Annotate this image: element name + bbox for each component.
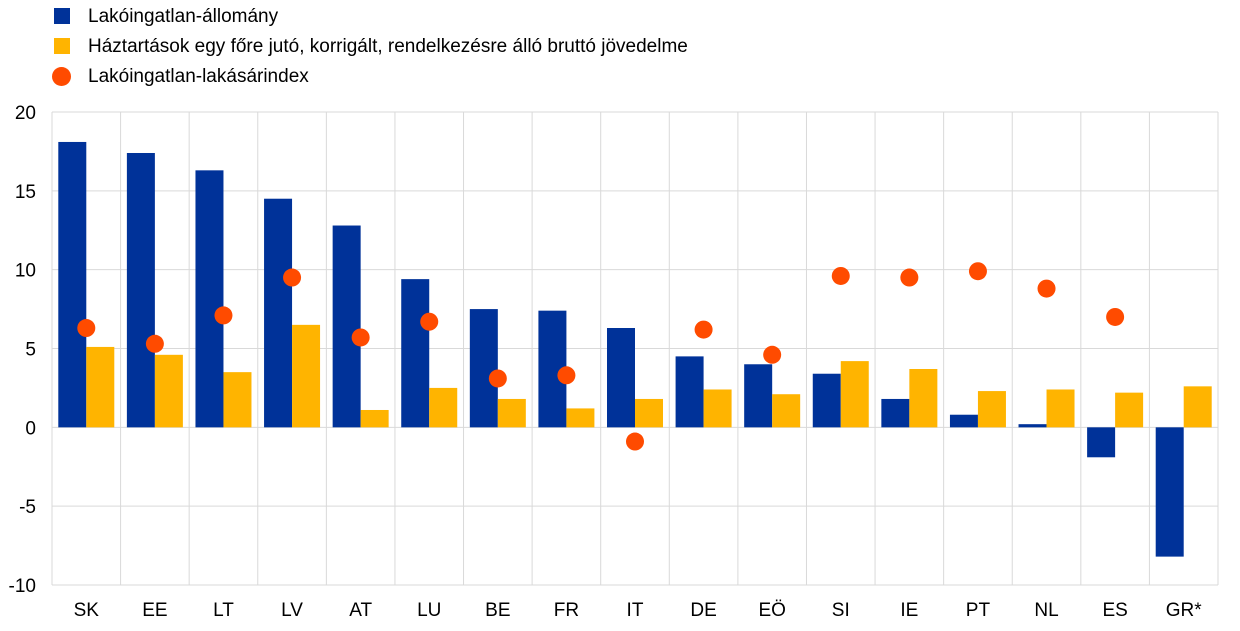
legend: Lakóingatlan-állomány Háztartások egy fő… (52, 2, 688, 92)
point-house-price-index (77, 319, 96, 338)
bar-household-income (292, 324, 321, 428)
bar-housing-stock (1087, 427, 1116, 458)
point-house-price-index (831, 266, 850, 285)
y-tick-label: 20 (15, 103, 36, 124)
point-house-price-index (214, 306, 233, 325)
legend-square-blue (54, 8, 70, 24)
bar-household-income (703, 389, 732, 428)
point-house-price-index (420, 312, 439, 331)
bar-housing-stock (881, 398, 910, 428)
legend-label: Lakóingatlan-állomány (88, 6, 279, 27)
bar-household-income (840, 361, 869, 428)
bar-household-income (635, 398, 663, 428)
bar-housing-stock (812, 373, 841, 428)
bar-housing-stock (1155, 427, 1184, 557)
x-tick-label: BE (485, 600, 510, 621)
x-tick-label: AT (349, 600, 372, 621)
bar-housing-stock (264, 198, 293, 428)
bar-household-income (772, 394, 801, 428)
x-tick-label: ES (1102, 600, 1127, 621)
bar-household-income (566, 408, 595, 428)
point-house-price-index (351, 328, 370, 347)
legend-item-household-income: Háztartások egy főre jutó, korrigált, re… (52, 32, 688, 62)
point-house-price-index (1037, 279, 1056, 298)
point-house-price-index (557, 366, 576, 385)
x-tick-label: SK (74, 600, 100, 621)
bar-household-income (86, 346, 115, 428)
point-house-price-index (145, 334, 164, 353)
y-tick-label: 15 (15, 182, 36, 203)
x-tick-label: EÖ (758, 600, 785, 621)
legend-item-price-index: Lakóingatlan-lakásárindex (52, 62, 688, 92)
point-house-price-index (968, 262, 987, 281)
point-house-price-index (488, 369, 507, 388)
x-tick-label: DE (690, 600, 716, 621)
point-house-price-index (626, 432, 644, 451)
legend-square-yellow (54, 38, 70, 54)
legend-label: Háztartások egy főre jutó, korrigált, re… (88, 36, 688, 57)
bar-household-income (1183, 386, 1212, 428)
x-tick-label: IE (900, 600, 918, 621)
y-tick-label: -5 (19, 497, 36, 518)
bar-household-income (977, 391, 1006, 428)
legend-label: Lakóingatlan-lakásárindex (88, 66, 309, 87)
bar-household-income (497, 398, 526, 428)
x-tick-label: LT (213, 600, 234, 621)
bar-housing-stock (1018, 424, 1047, 428)
legend-circle-orange (52, 67, 71, 86)
x-tick-label: EE (142, 600, 167, 621)
bar-household-income (1046, 389, 1075, 428)
bar-housing-stock (195, 170, 224, 428)
point-house-price-index (283, 268, 302, 287)
bar-housing-stock (469, 309, 498, 428)
bar-household-income (154, 354, 183, 428)
y-tick-label: 5 (25, 340, 36, 361)
bar-housing-stock (332, 225, 361, 428)
point-house-price-index (763, 345, 782, 364)
bar-housing-stock (744, 364, 773, 428)
legend-item-housing-stock: Lakóingatlan-állomány (52, 2, 688, 32)
bar-housing-stock (949, 414, 978, 428)
x-tick-label: GR* (1166, 600, 1203, 621)
point-house-price-index (694, 320, 713, 339)
bar-household-income (909, 368, 938, 428)
point-house-price-index (900, 268, 919, 287)
y-tick-label: 10 (15, 261, 36, 282)
x-tick-label: SI (832, 600, 850, 621)
x-tick-label: IT (627, 600, 644, 621)
x-tick-label: LU (417, 600, 441, 621)
bar-household-income (429, 387, 458, 428)
bar-housing-stock (58, 141, 87, 428)
bar-housing-stock (675, 356, 704, 428)
bar-household-income (360, 409, 389, 428)
x-tick-label: LV (281, 600, 303, 621)
bar-housing-stock (126, 152, 155, 428)
x-tick-label: FR (554, 600, 579, 621)
bar-housing-stock (401, 279, 430, 428)
y-tick-label: 0 (25, 418, 36, 439)
point-house-price-index (1106, 307, 1125, 326)
bar-housing-stock (607, 328, 635, 428)
bar-household-income (1115, 392, 1144, 428)
y-tick-label: -10 (9, 576, 36, 597)
x-tick-label: PT (966, 600, 991, 621)
x-tick-label: NL (1034, 600, 1058, 621)
bar-household-income (223, 372, 252, 428)
